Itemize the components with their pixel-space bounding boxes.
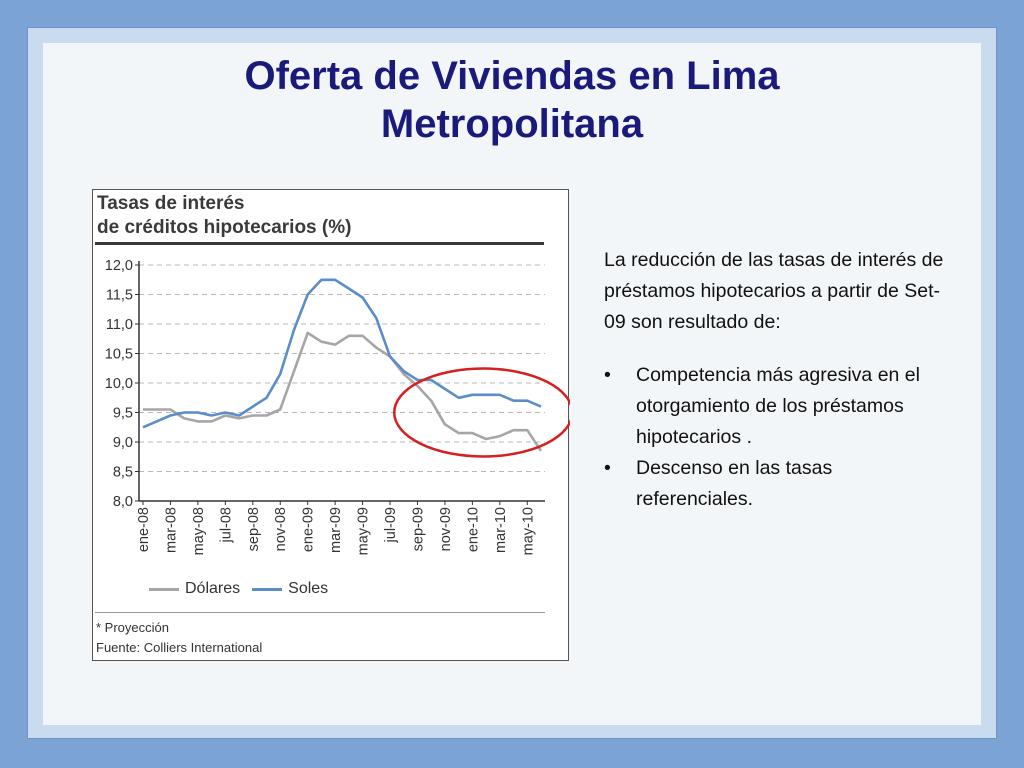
bullet-text: Competencia más agresiva en el otorgamie… bbox=[636, 364, 920, 448]
x-tick-label: mar-10 bbox=[493, 507, 509, 553]
x-tick-label: ene-10 bbox=[465, 507, 481, 552]
y-tick-label: 10,0 bbox=[105, 376, 133, 392]
x-tick-label: sep-09 bbox=[410, 507, 426, 551]
y-tick-label: 10,5 bbox=[105, 347, 133, 363]
x-tick-label: mar-08 bbox=[163, 507, 179, 553]
x-tick-label: may-10 bbox=[520, 507, 536, 555]
bullet-list: • Competencia más agresiva en el otorgami… bbox=[604, 360, 954, 515]
slide-title: Oferta de Viviendas en Lima Metropolitan… bbox=[0, 52, 1024, 148]
x-tick-label: mar-09 bbox=[328, 507, 344, 553]
chart-title-rule bbox=[95, 242, 544, 245]
legend-swatch-dolares bbox=[149, 587, 179, 591]
y-tick-label: 9,5 bbox=[113, 406, 133, 422]
x-tick-label: ene-08 bbox=[136, 507, 152, 552]
y-tick-label: 12,0 bbox=[105, 258, 133, 274]
bullet-text: Descenso en las tasas referenciales. bbox=[636, 457, 833, 510]
bullet-item: • Competencia más agresiva en el otorgami… bbox=[604, 360, 954, 453]
legend-item-soles: Soles bbox=[252, 580, 328, 598]
chart-title-line-1: Tasas de interés bbox=[97, 193, 245, 214]
chart-footer-rule bbox=[95, 612, 545, 613]
highlight-circle bbox=[393, 367, 570, 458]
legend-label-soles: Soles bbox=[288, 580, 329, 597]
x-tick-label: nov-09 bbox=[438, 507, 454, 551]
chart-notes: * Proyección Fuente: Colliers Internatio… bbox=[96, 618, 262, 658]
legend-item-dolares: Dólares bbox=[149, 580, 240, 598]
legend-swatch-soles bbox=[252, 587, 283, 591]
bullet-item: • Descenso en las tasas referenciales. bbox=[604, 453, 954, 515]
slide-text: La reducción de las tasas de interés de … bbox=[604, 245, 954, 515]
bullet-marker: • bbox=[604, 457, 611, 479]
x-tick-label: sep-08 bbox=[246, 507, 262, 551]
projection-note: * Proyección bbox=[96, 620, 169, 635]
x-tick-label: nov-08 bbox=[273, 507, 289, 551]
intro-paragraph: La reducción de las tasas de interés de … bbox=[604, 249, 944, 333]
bullet-marker: • bbox=[604, 364, 611, 386]
x-tick-label: jul-08 bbox=[218, 507, 234, 543]
chart-title: Tasas de interés de créditos hipotecario… bbox=[97, 192, 351, 240]
x-tick-label: ene-09 bbox=[301, 507, 317, 552]
x-tick-label: may-09 bbox=[356, 507, 372, 555]
slide-title-line-2: Metropolitana bbox=[380, 102, 644, 146]
slide-title-line-1: Oferta de Viviendas en Lima bbox=[244, 54, 780, 98]
y-tick-label: 11,0 bbox=[106, 317, 133, 333]
chart-legend: Dólares Soles bbox=[149, 580, 340, 598]
chart-panel: Tasas de interés de créditos hipotecario… bbox=[92, 189, 570, 661]
y-tick-label: 8,0 bbox=[113, 494, 133, 510]
series-line-soles bbox=[142, 278, 542, 429]
y-tick-label: 8,5 bbox=[113, 465, 133, 481]
source-note: Fuente: Colliers International bbox=[96, 640, 263, 655]
series-line-dolares bbox=[143, 331, 543, 452]
y-tick-label: 9,0 bbox=[113, 435, 133, 451]
x-tick-label: jul-09 bbox=[383, 507, 399, 543]
legend-label-dolares: Dólares bbox=[185, 580, 241, 597]
chart-title-line-2: de créditos hipotecarios (%) bbox=[97, 217, 352, 238]
y-tick-label: 11,5 bbox=[106, 288, 133, 304]
x-tick-label: may-08 bbox=[191, 507, 207, 555]
